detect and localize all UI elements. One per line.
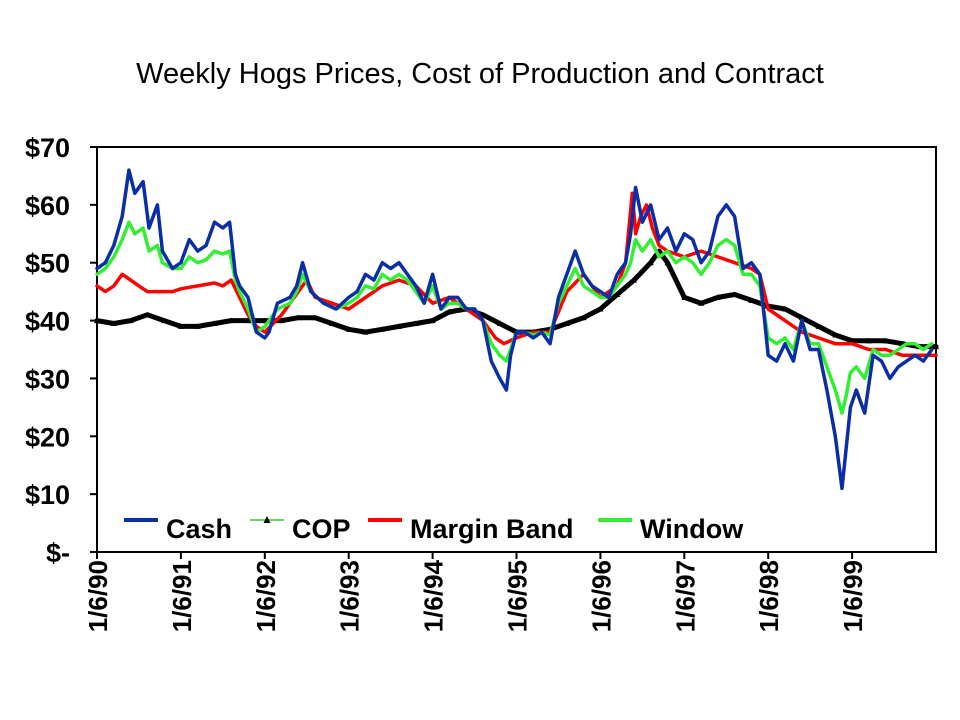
y-axis: $- $10 $20 $30 $40 $50 $60 $70 <box>25 133 97 568</box>
cop-point-marker <box>798 314 805 321</box>
cop-point-marker <box>630 277 637 283</box>
series-layer <box>94 168 939 491</box>
x-tick-label: 1/6/93 <box>335 560 365 632</box>
x-tick-label: 1/6/98 <box>754 560 784 632</box>
cop-point-marker <box>177 323 184 329</box>
cop-point-marker <box>647 259 654 266</box>
legend-label: COP <box>292 514 351 544</box>
cop-point-marker <box>379 326 386 332</box>
cop-point-marker <box>312 314 319 321</box>
legend-label: Margin Band <box>410 514 574 544</box>
y-tick-label: $50 <box>25 249 70 279</box>
y-tick-label: $10 <box>25 480 70 510</box>
y-tick-label: $30 <box>25 364 70 394</box>
x-tick-label: 1/6/97 <box>670 560 700 632</box>
cop-point-marker <box>815 323 822 329</box>
cop-point-marker <box>127 317 134 324</box>
cop-point-marker <box>110 320 117 326</box>
cop-point-marker <box>882 337 889 344</box>
cop-point-marker <box>731 291 738 298</box>
cop-point-marker <box>144 311 151 318</box>
cop-point-marker <box>597 306 604 312</box>
cop-point-marker <box>933 343 939 350</box>
cop-point-marker <box>748 297 755 303</box>
x-tick-label: 1/6/94 <box>419 559 449 632</box>
cop-point-marker <box>865 337 872 344</box>
cop-point-marker <box>94 317 100 324</box>
cop-point-marker <box>781 306 788 312</box>
cop-point-marker <box>446 308 453 315</box>
legend-item-window: Window <box>598 514 744 544</box>
cop-point-marker <box>832 332 839 338</box>
cop-point-marker <box>396 323 403 329</box>
y-tick-label: $- <box>46 538 70 568</box>
legend-marker <box>263 516 271 523</box>
cop-point-marker <box>295 314 302 321</box>
y-tick-label: $20 <box>25 422 70 452</box>
x-tick-label: 1/6/92 <box>251 560 281 632</box>
cop-point-marker <box>345 326 352 332</box>
x-tick-label: 1/6/99 <box>838 560 868 632</box>
cop-point-marker <box>412 320 419 326</box>
cop-point-marker <box>429 317 436 324</box>
x-axis: 1/6/90 1/6/91 1/6/92 1/6/93 1/6/94 1/6/95 1/6/… <box>83 552 868 632</box>
cop-point-marker <box>278 317 285 324</box>
cop-point-marker <box>228 317 235 324</box>
legend-item-margin-band: Margin Band <box>368 514 574 544</box>
legend-label: Cash <box>166 514 232 544</box>
cop-point-marker <box>194 323 201 329</box>
cop-point-marker <box>714 294 721 300</box>
series-line-cash <box>95 168 934 491</box>
y-tick-label: $60 <box>25 191 70 221</box>
x-tick-label: 1/6/90 <box>83 560 113 632</box>
x-tick-label: 1/6/91 <box>167 560 197 632</box>
cop-point-marker <box>681 294 688 300</box>
legend-item-cash: Cash <box>124 514 232 544</box>
cop-point-marker <box>328 320 335 326</box>
chart-title: Weekly Hogs Prices, Cost of Production a… <box>136 58 824 90</box>
cop-point-marker <box>563 320 570 326</box>
x-tick-label: 1/6/96 <box>586 560 616 632</box>
cop-point-marker <box>849 337 856 344</box>
cop-point-marker <box>496 320 503 326</box>
legend: Cash COP Margin Band Window <box>124 514 744 544</box>
cop-point-marker <box>161 317 168 324</box>
cop-point-marker <box>698 300 705 306</box>
cop-point-marker <box>664 259 671 266</box>
y-tick-label: $70 <box>25 133 70 163</box>
cop-point-marker <box>245 317 252 324</box>
cop-point-marker <box>362 329 369 335</box>
legend-item-cop: COP <box>250 514 351 544</box>
cop-point-marker <box>614 291 621 298</box>
y-tick-label: $40 <box>25 307 70 337</box>
cop-point-marker <box>580 314 587 321</box>
cop-point-marker <box>211 320 218 326</box>
legend-label: Window <box>640 514 744 544</box>
x-tick-label: 1/6/95 <box>503 560 533 632</box>
